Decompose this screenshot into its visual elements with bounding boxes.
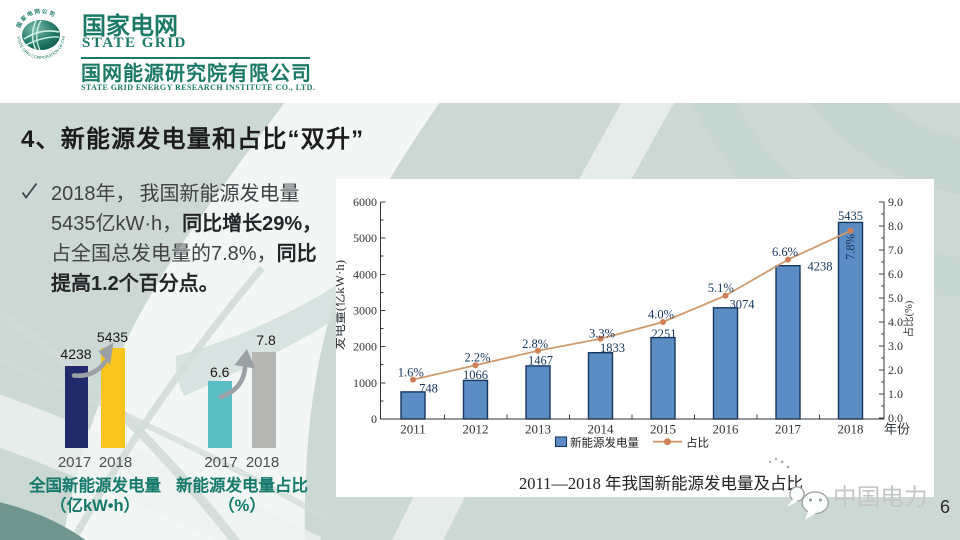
svg-text:5.0: 5.0 (888, 291, 903, 305)
svg-text:7.8%: 7.8% (844, 234, 858, 260)
svg-text:年份: 年份 (884, 422, 910, 437)
svg-text:3.0: 3.0 (888, 339, 903, 353)
svg-text:1.0: 1.0 (888, 387, 903, 401)
svg-text:2017: 2017 (775, 422, 802, 437)
svg-text:6000: 6000 (353, 195, 377, 209)
svg-text:新能源发电量: 新能源发电量 (570, 436, 639, 450)
svg-text:1000: 1000 (353, 376, 377, 390)
svg-text:4000: 4000 (353, 267, 377, 281)
svg-text:7.0: 7.0 (888, 243, 903, 257)
svg-text:6.0: 6.0 (888, 267, 903, 281)
svg-text:2.0: 2.0 (888, 363, 903, 377)
svg-text:2016: 2016 (713, 422, 740, 437)
svg-text:2011: 2011 (400, 422, 426, 437)
svg-text:2.2%: 2.2% (464, 351, 490, 365)
svg-text:748: 748 (419, 382, 438, 396)
svg-text:3074: 3074 (730, 297, 756, 311)
svg-text:2014: 2014 (588, 422, 615, 437)
svg-text:0.0: 0.0 (888, 411, 903, 425)
svg-text:2011—2018 年我国新能源发电量及占比: 2011—2018 年我国新能源发电量及占比 (519, 474, 803, 493)
svg-text:5000: 5000 (353, 231, 377, 245)
svg-text:占比: 占比 (686, 436, 709, 450)
svg-text:6.6%: 6.6% (772, 245, 798, 259)
svg-text:2251: 2251 (652, 327, 677, 341)
svg-text:2012: 2012 (463, 422, 489, 437)
svg-text:5435: 5435 (838, 209, 863, 223)
svg-text:3.3%: 3.3% (589, 327, 615, 341)
svg-text:0: 0 (371, 412, 377, 426)
svg-text:2000: 2000 (353, 340, 377, 354)
svg-text:8.0: 8.0 (888, 219, 903, 233)
svg-text:占比(%): 占比(%) (902, 300, 915, 337)
svg-text:5.1%: 5.1% (708, 281, 734, 295)
svg-text:4.0%: 4.0% (648, 308, 674, 322)
svg-text:4.0: 4.0 (888, 315, 903, 329)
svg-text:3000: 3000 (353, 304, 377, 318)
svg-text:4238: 4238 (808, 260, 833, 274)
svg-text:2018: 2018 (838, 422, 864, 437)
svg-text:1.6%: 1.6% (398, 365, 424, 379)
svg-text:2013: 2013 (525, 422, 551, 437)
svg-text:2015: 2015 (650, 422, 676, 437)
svg-text:9.0: 9.0 (888, 195, 903, 209)
svg-text:1066: 1066 (463, 368, 488, 382)
svg-text:发电量(亿kW·h): 发电量(亿kW·h) (336, 260, 347, 350)
svg-text:1467: 1467 (528, 354, 553, 368)
svg-text:1833: 1833 (600, 341, 625, 355)
svg-text:2.8%: 2.8% (522, 337, 548, 351)
